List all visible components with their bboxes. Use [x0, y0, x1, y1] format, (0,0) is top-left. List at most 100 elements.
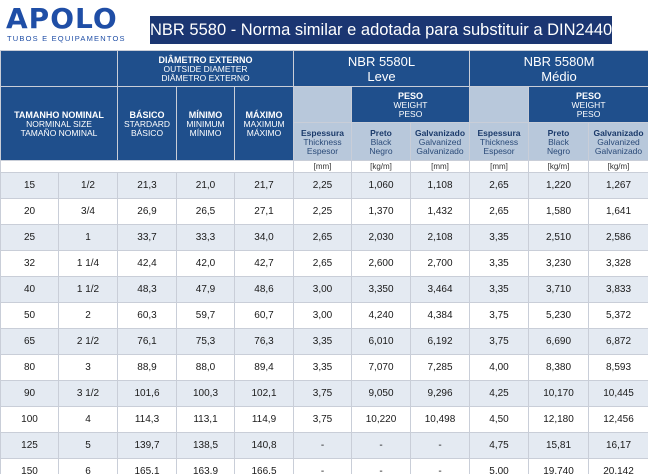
- header-nbr5580m: NBR 5580M Médio: [469, 50, 648, 87]
- table-cell: 33,3: [176, 224, 235, 251]
- table-cell: 7,070: [351, 354, 411, 381]
- table-cell: 1: [58, 224, 118, 251]
- table-cell: 165,1: [117, 458, 177, 474]
- table-cell: 3,710: [528, 276, 590, 303]
- table-cell: 2: [58, 302, 118, 329]
- table-cell: 2,25: [293, 172, 352, 199]
- table-cell: 6,690: [528, 328, 590, 355]
- table-cell: 4,384: [409, 302, 471, 329]
- table-cell: 4: [58, 406, 118, 433]
- header-leve-blank: [293, 86, 352, 123]
- table-cell: 47,9: [176, 276, 235, 303]
- table-cell: 40: [0, 276, 59, 303]
- table-cell: 4,50: [469, 406, 530, 433]
- table-cell: -: [409, 458, 471, 474]
- table-cell: 8,380: [528, 354, 590, 381]
- table-cell: 1,060: [351, 172, 411, 199]
- table-cell: 100,3: [176, 380, 235, 407]
- table-cell: 4,240: [351, 302, 411, 329]
- table-cell: 80: [0, 354, 59, 381]
- table-cell: 2,65: [469, 172, 530, 199]
- table-cell: 50: [0, 302, 59, 329]
- table-row: 65 2 1/2 76,1 75,3 76,3 3,35 6,010 6,192 3,75 6,6…: [0, 328, 648, 355]
- header-row-1: DIÂMETRO EXTERNO OUTSIDE DIAMETER DIÂMET…: [0, 50, 648, 87]
- table-row: 150 6 165,1 163,9 166,5- - -5,00 19,740 20,142: [0, 458, 648, 474]
- table-cell: 100: [0, 406, 59, 433]
- unit-label: [kg/m]: [528, 160, 590, 173]
- table-cell: 42,0: [176, 250, 235, 277]
- table-row: 90 3 1/2 101,6 100,3 102,1 3,75 9,050 9,296 4,25…: [0, 380, 648, 407]
- header-minimo: MÍNIMO MINIMUM MÍNIMO: [176, 86, 235, 161]
- table-cell: 1 1/4: [58, 250, 118, 277]
- table-cell: 48,6: [234, 276, 294, 303]
- table-cell: 59,7: [176, 302, 235, 329]
- table-cell: 12,456: [588, 406, 648, 433]
- table-cell: 138,5: [176, 432, 235, 459]
- table-cell: 9,050: [351, 380, 411, 407]
- table-cell: 3,35: [469, 276, 530, 303]
- header-leve-preto: Preto Black Negro: [351, 122, 411, 161]
- table-cell: 4,75: [469, 432, 530, 459]
- header-row-2: TAMANHO NOMINAL NORMINAL SIZE TAMAÑO NOM…: [0, 86, 648, 161]
- table-cell: 3,35: [293, 354, 352, 381]
- table-row: 25 1 33,7 33,3 34,0 2,65 2,030 2,108 3,35 2,510 2,…: [0, 224, 648, 251]
- table-cell: 60,7: [234, 302, 294, 329]
- header-leve-peso: PESO WEIGHT PESO: [350, 86, 471, 123]
- table-row: 20 3/4 26,9 26,5 27,1 2,25 1,370 1,432 2,65 1,580…: [0, 198, 648, 225]
- table-cell: 2,65: [293, 224, 352, 251]
- table-cell: 1/2: [58, 172, 118, 199]
- table-cell: 16,17: [588, 432, 648, 459]
- table-cell: 9,296: [409, 380, 471, 407]
- table-cell: 48,3: [117, 276, 177, 303]
- table-cell: 2,600: [351, 250, 411, 277]
- header-medio-espessura: Espessura Thickness Espesor: [469, 122, 530, 161]
- unit-label: [mm]: [293, 160, 352, 173]
- table-row: 50 2 60,3 59,7 60,7 3,00 4,240 4,384 3,75 5,230 5,…: [0, 302, 648, 329]
- table-row: 40 1 1/2 48,3 47,9 48,6 3,00 3,350 3,464 3,35 3,7…: [0, 276, 648, 303]
- unit-label: [kg/m]: [351, 160, 411, 173]
- table-cell: 6,872: [588, 328, 648, 355]
- header-medio-galvanizado: Galvanizado Galvanized Galvanizado: [588, 122, 648, 161]
- table-cell: 2,586: [588, 224, 648, 251]
- logo-wordmark: APOLO: [6, 2, 118, 35]
- table-cell: 4,25: [469, 380, 530, 407]
- page-title: NBR 5580 - Norma similar e adotada para …: [150, 16, 612, 44]
- table-cell: 88,0: [176, 354, 235, 381]
- table-cell: 6,010: [351, 328, 411, 355]
- table-row: 15 1/2 21,3 21,0 21,7 2,25 1,060 1,108 2,65 1,220…: [0, 172, 648, 199]
- table-cell: 125: [0, 432, 59, 459]
- header-medio-peso: PESO WEIGHT PESO: [528, 86, 648, 123]
- table-cell: 3,328: [588, 250, 648, 277]
- header-maximo: MÁXIMO MAXIMUM MÁXIMO: [234, 86, 294, 161]
- table-cell: 3,230: [528, 250, 590, 277]
- table-cell: 163,9: [176, 458, 235, 474]
- table-cell: 102,1: [234, 380, 294, 407]
- table-cell: 5,230: [528, 302, 590, 329]
- table-cell: 21,0: [176, 172, 235, 199]
- table-cell: 6: [58, 458, 118, 474]
- table-row: 125 5 139,7 138,5 140,8- - -4,75 15,81 16,17: [0, 432, 648, 459]
- header-diametro-externo: DIÂMETRO EXTERNO OUTSIDE DIAMETER DIÂMET…: [117, 50, 294, 87]
- table-cell: 42,4: [117, 250, 177, 277]
- header-row-3: Espessura Thickness Espesor Preto Black …: [1, 122, 648, 161]
- table-cell: 4,00: [469, 354, 530, 381]
- table-cell: 34,0: [234, 224, 294, 251]
- table-cell: 42,7: [234, 250, 294, 277]
- table-cell: 25: [0, 224, 59, 251]
- table-cell: 5: [58, 432, 118, 459]
- table-cell: 140,8: [234, 432, 294, 459]
- table-cell: 114,9: [234, 406, 294, 433]
- table-row: 80 3 88,9 88,0 89,4 3,35 7,070 7,285 4,00 8,380 8,…: [0, 354, 648, 381]
- table-cell: 1,580: [528, 198, 590, 225]
- table-cell: 139,7: [117, 432, 177, 459]
- table-cell: 1,220: [528, 172, 590, 199]
- table-cell: 19,740: [528, 458, 590, 474]
- apolo-logo: APOLO TUBOS E EQUIPAMENTOS: [6, 4, 144, 44]
- units-row: [mm] [kg/m] [mm] [mm] [kg/m] [kg/m]: [0, 160, 648, 173]
- table-cell: 3,35: [469, 224, 530, 251]
- table-cell: 76,1: [117, 328, 177, 355]
- table-cell: 2,510: [528, 224, 590, 251]
- table-cell: 26,5: [176, 198, 235, 225]
- table-cell: 15: [0, 172, 59, 199]
- table-body: 15 1/2 21,3 21,0 21,7 2,25 1,060 1,108 2,65 1,220…: [0, 172, 648, 474]
